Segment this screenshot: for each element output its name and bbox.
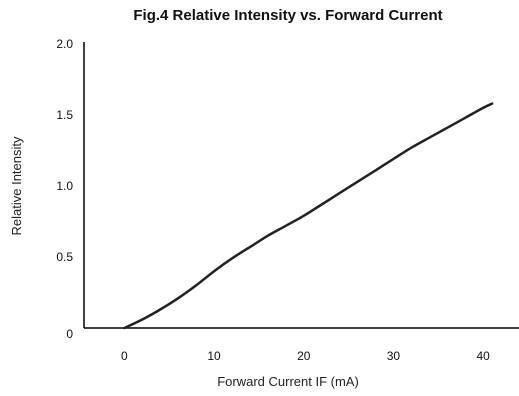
series-line-0	[123, 102, 494, 330]
x-tick-label: 10	[207, 349, 221, 363]
y-tick-labels: 0 0.5 1.0 1.5 2.0	[56, 37, 73, 341]
x-tick-label: 30	[387, 349, 401, 363]
y-tick-label: 1.0	[56, 179, 73, 193]
x-tick-label: 40	[476, 349, 490, 363]
x-tick-label: 0	[121, 349, 128, 363]
series-group	[123, 102, 494, 330]
x-axis-label: Forward Current IF (mA)	[217, 374, 359, 389]
y-axis-label: Relative Intensity	[9, 136, 24, 235]
y-tick-label: 0.5	[56, 250, 73, 264]
y-tick-label: 2.0	[56, 37, 73, 51]
x-tick-labels: 0 10 20 30 40	[121, 349, 490, 363]
y-tick-label: 1.5	[56, 108, 73, 122]
axes	[83, 42, 519, 329]
y-tick-label: 0	[66, 327, 73, 341]
chart-title: Fig.4 Relative Intensity vs. Forward Cur…	[133, 7, 442, 24]
x-tick-label: 20	[297, 349, 311, 363]
